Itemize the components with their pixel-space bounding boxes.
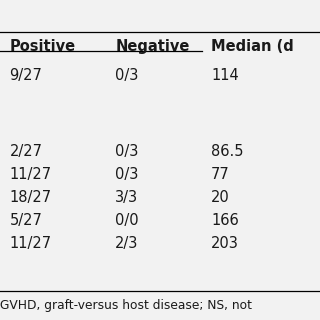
Text: 11/27: 11/27 [10,167,52,181]
Text: 0/3: 0/3 [115,167,139,181]
Text: 0/3: 0/3 [115,144,139,158]
Text: 86.5: 86.5 [211,144,244,158]
Text: 77: 77 [211,167,230,181]
Text: 2/3: 2/3 [115,236,139,251]
Text: 20: 20 [211,190,230,204]
Text: Positive: Positive [10,39,76,54]
Text: 166: 166 [211,213,239,228]
Text: 203: 203 [211,236,239,251]
Text: 11/27: 11/27 [10,236,52,251]
Text: Negative: Negative [115,39,189,54]
Text: 5/27: 5/27 [10,213,43,228]
Text: 0/0: 0/0 [115,213,139,228]
Text: GVHD, graft-versus host disease; NS, not: GVHD, graft-versus host disease; NS, not [0,299,252,312]
Text: Median (d: Median (d [211,39,294,54]
Text: 18/27: 18/27 [10,190,52,204]
Text: 2/27: 2/27 [10,144,43,158]
Text: 0/3: 0/3 [115,68,139,83]
Text: 114: 114 [211,68,239,83]
Text: 9/27: 9/27 [10,68,43,83]
Text: 3/3: 3/3 [115,190,138,204]
